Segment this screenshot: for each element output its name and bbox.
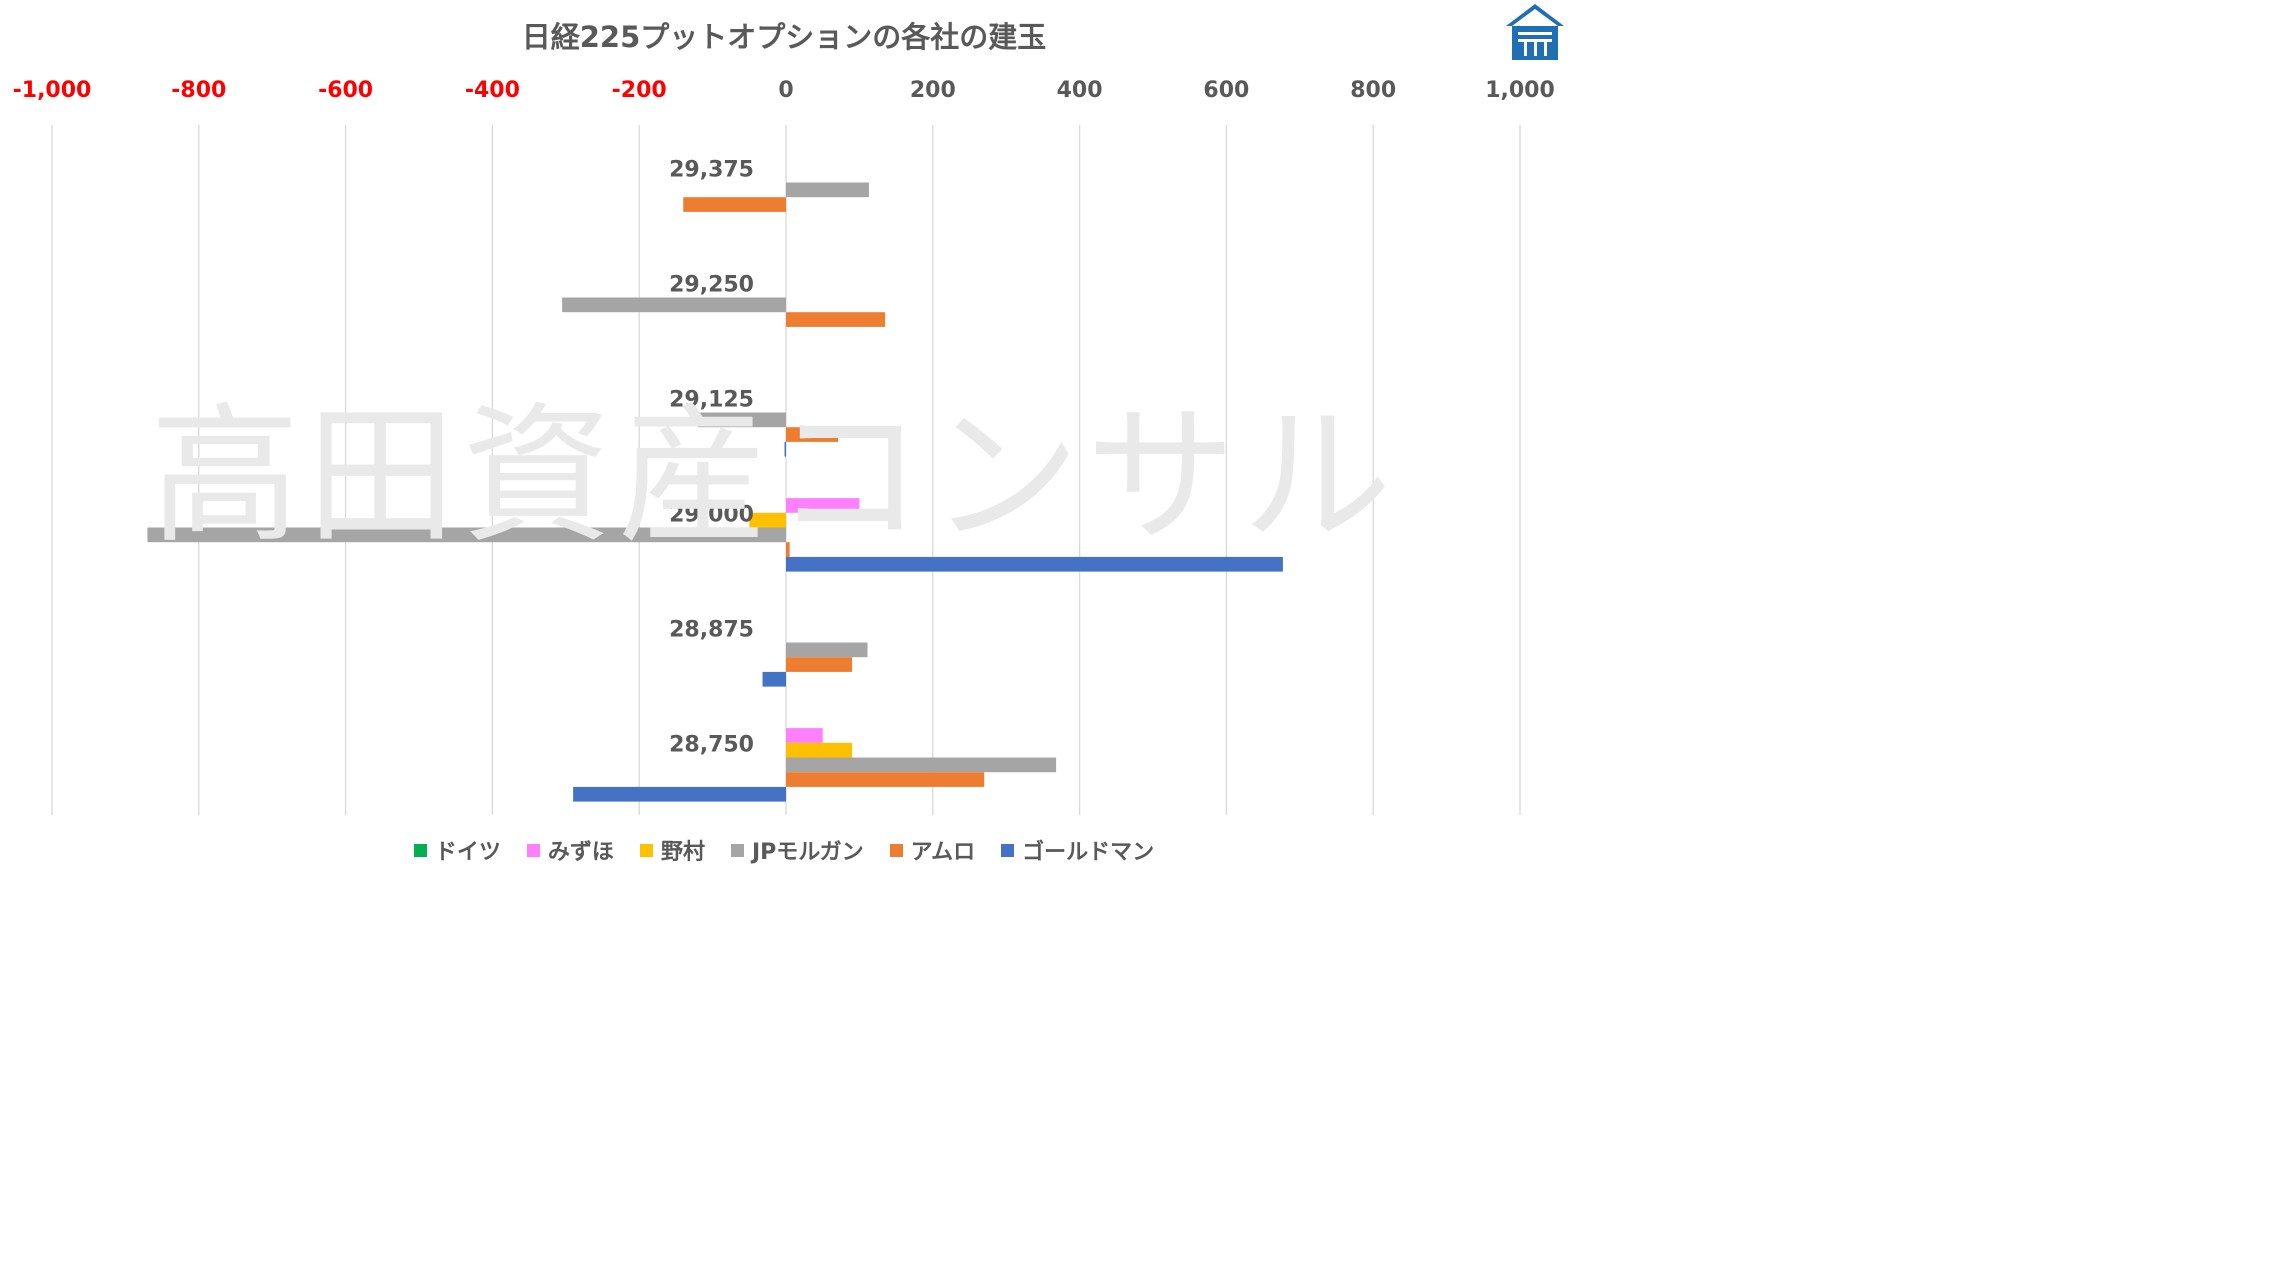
bar [786,772,985,787]
company-logo [1506,4,1564,60]
category-label: 29,375 [669,158,754,183]
x-tick-label: 200 [910,78,956,103]
category-label: 29,125 [669,388,754,413]
watermark-text: 高田資産コンサル [150,390,1399,564]
legend-swatch [730,843,744,857]
bar [786,498,860,513]
category-label: 28,875 [669,618,754,643]
bar [786,728,823,743]
bar [697,412,786,428]
bar [786,657,853,672]
bar [786,427,839,442]
bar [573,786,786,802]
legend-label: みずほ [547,840,614,865]
legend-swatch [639,843,653,857]
legend-label: JPモルガン [751,840,864,865]
bar [784,441,786,457]
x-tick-label: -1,000 [13,78,92,103]
bar [762,671,786,687]
x-tick-label: 400 [1057,78,1103,103]
legend-item: JPモルガン [730,834,864,866]
bar [147,527,787,543]
category-label: 29,000 [669,503,754,528]
legend-item: みずほ [526,834,614,866]
chart-plot: -1,000 -800 -600 -400 -200 0 200 400 600 800 1,000… [13,78,1555,815]
legend-item: 野村 [639,834,705,866]
x-tick-label: 600 [1203,78,1249,103]
bar [786,312,886,327]
x-tick-label: -800 [171,78,226,103]
x-tick-label: 800 [1350,78,1396,103]
bar [749,512,786,528]
legend-item: アムロ [889,834,976,866]
legend-item: ドイツ [413,834,501,866]
legend-swatch [1001,843,1015,857]
x-tick-label: 0 [778,78,793,103]
legend-swatch [413,843,427,857]
legend-item: ゴールドマン [1001,834,1154,866]
bar [786,642,868,658]
legend-swatch [889,843,903,857]
x-tick-label: -200 [612,78,667,103]
legend-label: アムロ [910,840,976,865]
legend-label: 野村 [660,840,705,865]
bar [786,742,853,758]
chart-title: 日経225プットオプションの各社の建玉 [521,20,1047,54]
bar [683,197,786,212]
legend-label: ゴールドマン [1022,840,1155,865]
x-tick-label: -600 [318,78,373,103]
category-label: 29,250 [669,273,754,298]
bar [786,542,790,557]
legend-label: ドイツ [434,840,501,865]
category-label: 28,750 [669,733,754,758]
bar [786,556,1283,572]
bar [562,297,786,313]
bar [786,757,1057,773]
legend-swatch [526,843,540,857]
x-tick-label: -400 [465,78,520,103]
chart-legend: ドイツ みずほ 野村 JPモルガン アムロ ゴールドマン [0,834,1568,866]
x-tick-label: 1,000 [1485,78,1555,103]
bar [786,182,869,198]
